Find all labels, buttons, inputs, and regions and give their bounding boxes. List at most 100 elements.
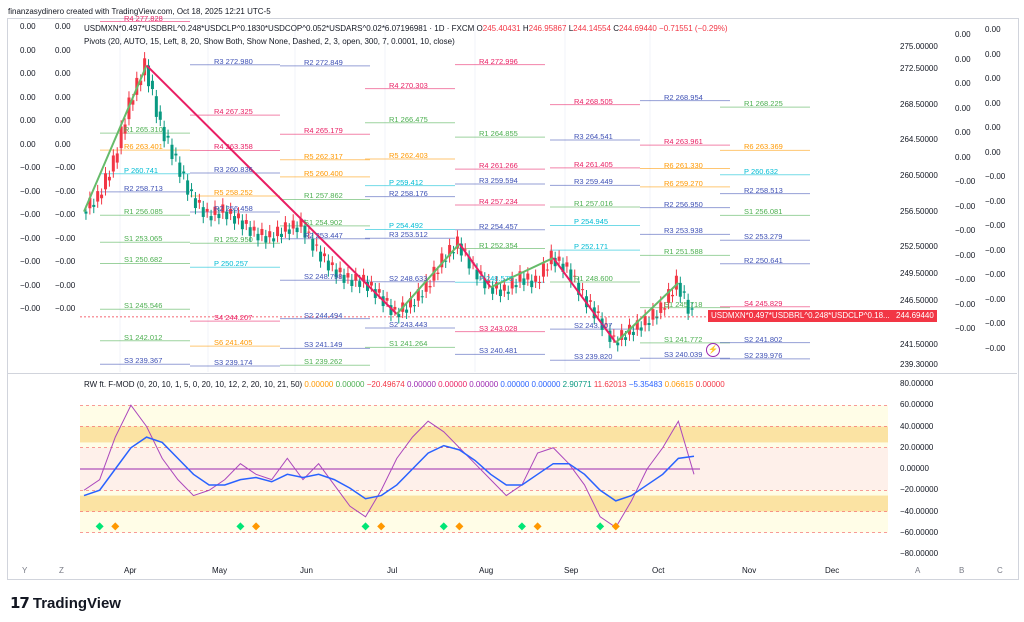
left-scale-1[interactable]: 0.00 0.00 0.00 0.00 0.00 0.00 −0.00 −0.00 −0.00 −…: [20, 20, 60, 370]
time-tick-label: Sep: [564, 566, 579, 575]
scale-tick-label: −0.00: [55, 257, 76, 266]
candle-body: [604, 323, 608, 325]
candle-body: [510, 277, 514, 289]
pivot-label: S2 248.798: [304, 272, 342, 281]
pivot-label: R5 262.403: [389, 151, 428, 160]
pivot-level-value: 245.829: [755, 298, 783, 308]
scale-tick-label: −0.00: [20, 233, 41, 243]
symbol-legend[interactable]: USDMXN*0.497*USDBRL^0.248*USDCLP^0.1830*…: [84, 24, 728, 33]
tv-logo-icon: 𝟭𝟳: [10, 595, 30, 612]
scale-tick-label: 0.00: [55, 69, 71, 78]
pivots-legend[interactable]: Pivots (20, AUTO, 15, Left, 8, 20, Show …: [84, 37, 455, 46]
scale-tick-label: 0.00: [20, 116, 36, 125]
time-axis[interactable]: Apr May Jun Jul Aug Sep Oct Nov Dec Y Z A B C: [7, 562, 1017, 578]
candle-body: [209, 216, 213, 221]
upper-band: [80, 426, 888, 443]
candle-body: [424, 280, 428, 292]
pivot-label: R4 277.828: [124, 14, 163, 23]
candle-body: [358, 281, 362, 287]
right-scale-1[interactable]: 0.00 0.00 0.00 0.00 0.00 0.00 −0.00 −0.00 −0.00 −…: [955, 20, 980, 370]
candle-body: [229, 208, 233, 214]
green-diamond-icon: [236, 522, 245, 531]
candle-body: [393, 306, 397, 310]
left-scale-2[interactable]: 0.00 0.00 0.00 0.00 0.00 0.00 −0.00 −0.00 −0.00 −…: [55, 20, 85, 370]
price-chart[interactable]: [80, 20, 888, 372]
candle-body: [577, 282, 581, 295]
candle-body: [240, 220, 244, 230]
pivot-label: R2 254.457: [479, 222, 518, 231]
scale-tick-label: 0.00: [955, 103, 971, 113]
lightning-icon[interactable]: ⚡: [706, 343, 720, 357]
high-label: H: [522, 24, 529, 33]
indicator-chart[interactable]: [80, 378, 888, 560]
pivot-level-name: S3: [664, 350, 676, 360]
zigzag-line: [490, 257, 554, 289]
pivot-level-name: R2: [664, 92, 676, 102]
scale-tick-label: 0.00: [20, 139, 36, 149]
pivot-label: R2 268.954: [664, 93, 703, 102]
pivot-label: R1 257.016: [574, 199, 613, 208]
symbol-name[interactable]: USDMXN*0.497*USDBRL^0.248*USDCLP^0.1830*…: [84, 24, 475, 33]
candle-body: [362, 274, 366, 282]
pivot-label: R4 261.405: [574, 160, 613, 169]
candle-body: [88, 197, 92, 209]
candle-body: [248, 227, 252, 236]
axis-tool-button[interactable]: Z: [59, 566, 64, 575]
price-line-label: USDMXN*0.497*USDBRL^0.248*USDCLP^0.18...: [708, 310, 893, 322]
scale-tick-label: −0.00: [985, 294, 1006, 304]
price-axis[interactable]: 275.00000 272.50000 268.50000 264.50000 260.…: [895, 20, 950, 370]
pivot-level-name: R1: [574, 273, 586, 283]
green-diamond-icon: [439, 522, 448, 531]
pivots-title[interactable]: Pivots (20, AUTO, 15, Left, 8, 20, Show …: [84, 37, 455, 46]
pivot-level-name: R5: [304, 168, 316, 178]
axis-tool-button[interactable]: Y: [22, 566, 28, 575]
rw-legend[interactable]: RW ft. F-MOD (0, 20, 10, 1, 5, 0, 20, 10…: [84, 380, 725, 389]
pivot-level-name: R4: [214, 107, 226, 117]
pivot-level-name: S1: [744, 207, 756, 217]
candle-body: [354, 273, 358, 281]
scale-tick-label: 0.00: [955, 152, 971, 162]
pivot-level-value: 253.065: [135, 234, 163, 244]
pivot-label: S1 250.682: [124, 255, 162, 264]
candle-body: [139, 80, 143, 86]
axis-tool-button[interactable]: C: [997, 566, 1003, 575]
close-value: 244.69440: [618, 24, 657, 33]
pivot-level-value: 250.641: [755, 255, 783, 265]
pane-divider[interactable]: [7, 373, 1017, 374]
pivot-label: S3 240.481: [479, 346, 517, 355]
pivot-level-name: R3: [664, 226, 676, 236]
axis-tool-button[interactable]: B: [959, 566, 965, 575]
pivot-level-value: 261.330: [675, 160, 703, 170]
pivot-label: R1 264.855: [479, 129, 518, 138]
candle-body: [467, 256, 471, 269]
candle-body: [452, 252, 456, 254]
candle-body: [663, 308, 667, 310]
right-scale-2[interactable]: 0.00 0.00 0.00 0.00 0.00 0.00 −0.00 −0.00 −0.00 −…: [985, 20, 1015, 370]
pivot-level-value: 263.961: [675, 137, 703, 147]
candle-body: [365, 281, 369, 291]
pivot-level-name: S4: [744, 298, 756, 308]
indicator-axis[interactable]: 80.00000 60.00000 40.00000 20.00000 0.00000 −…: [895, 378, 950, 560]
candle-body: [303, 225, 307, 238]
price-tick-label: 246.50000: [900, 295, 938, 305]
scale-tick-label: −0.00: [985, 196, 1006, 206]
pivot-level-name: R4: [479, 197, 491, 207]
pivot-label: R4 263.358: [214, 142, 253, 151]
pivot-level-value: 252.950: [225, 235, 253, 245]
pivot-level-name: P: [479, 274, 486, 284]
pivot-level-name: S2: [389, 273, 401, 283]
candle-body: [635, 320, 639, 330]
candle-body: [213, 206, 217, 215]
pivot-level-value: 268.505: [585, 96, 613, 106]
axis-tool-button[interactable]: A: [915, 566, 921, 575]
scale-tick-label: 0.00: [985, 25, 1001, 34]
orange-diamond-icon: [533, 522, 542, 531]
scale-tick-label: −0.00: [20, 280, 41, 290]
rw-title[interactable]: RW ft. F-MOD (0, 20, 10, 1, 5, 0, 20, 10…: [84, 380, 303, 389]
pivot-label: S6 241.405: [214, 338, 252, 347]
candle-body: [283, 222, 287, 232]
candle-body: [455, 236, 459, 248]
price-tick-label: 249.50000: [900, 268, 938, 278]
pivot-level-value: 252.171: [580, 242, 609, 252]
pivot-level-value: 244.494: [315, 310, 343, 320]
